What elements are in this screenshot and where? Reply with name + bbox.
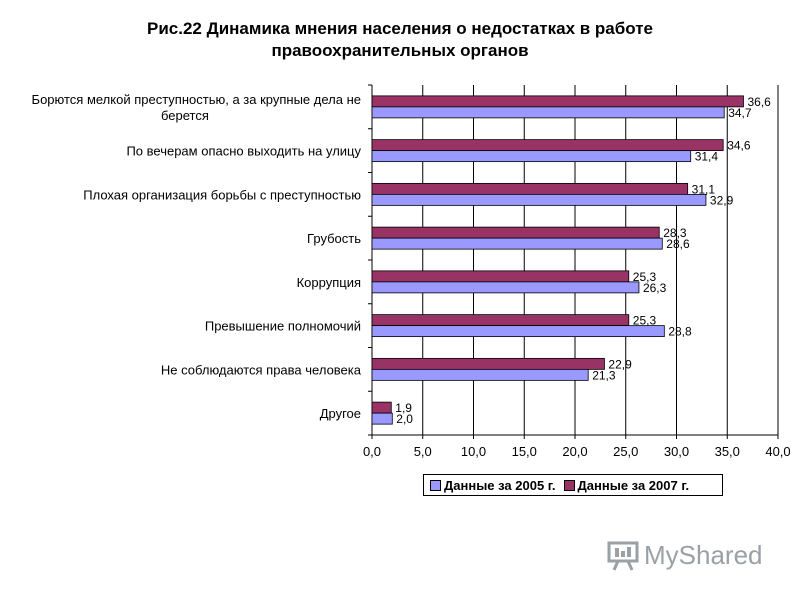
data-label: 31,4 <box>695 150 719 164</box>
category-label: Плохая организация борьбы с преступность… <box>83 187 361 202</box>
data-label: 34,6 <box>727 139 751 153</box>
x-tick-label: 30,0 <box>664 444 689 459</box>
bar <box>371 314 630 327</box>
chart-title: Рис.22 Динамика мнения населения о недос… <box>0 18 800 62</box>
presentation-board-icon <box>607 541 639 571</box>
category-label: Другое <box>320 406 361 421</box>
x-tick-label: 10,0 <box>461 444 486 459</box>
x-tick-label: 35,0 <box>715 444 740 459</box>
bar <box>371 281 640 294</box>
category-label: берется <box>161 108 209 123</box>
legend-label-2007: Данные за 2007 г. <box>577 477 690 493</box>
bar <box>371 193 707 206</box>
bar <box>371 357 605 370</box>
bar <box>371 95 744 108</box>
bar <box>371 106 725 119</box>
bar <box>371 368 589 381</box>
data-label: 25,3 <box>633 270 657 284</box>
data-label: 36,6 <box>747 95 771 109</box>
bar <box>371 401 392 414</box>
category-label: Борются мелкой преступностью, а за крупн… <box>32 92 361 107</box>
bar <box>371 139 724 152</box>
data-label: 28,6 <box>666 237 690 251</box>
x-tick-label: 40,0 <box>765 444 790 459</box>
x-tick-label: 5,0 <box>414 444 432 459</box>
x-tick-label: 25,0 <box>613 444 638 459</box>
legend-swatch-2005 <box>430 479 441 491</box>
legend-item-2005: Данные за 2005 г. <box>430 478 556 493</box>
bar <box>371 182 689 195</box>
data-label: 34,7 <box>728 106 752 120</box>
legend-swatch-2007 <box>563 479 575 491</box>
data-label: 1,9 <box>395 401 412 415</box>
data-label: 2,0 <box>396 412 413 426</box>
x-tick-label: 0,0 <box>363 444 381 459</box>
chart-title-line-1: Рис.22 Динамика мнения населения о недос… <box>146 19 653 38</box>
data-label: 22,9 <box>608 357 632 371</box>
bar <box>371 270 630 283</box>
x-tick-label: 15,0 <box>512 444 537 459</box>
data-label: 32,9 <box>710 193 734 207</box>
category-label: По вечерам опасно выходить на улицу <box>126 144 361 159</box>
chart-title-line-2: правоохранительных органов <box>271 41 529 60</box>
category-label: Коррупция <box>297 275 361 290</box>
bar <box>371 226 660 239</box>
data-label: 28,8 <box>668 325 692 339</box>
bar <box>371 150 692 163</box>
data-label: 26,3 <box>643 281 667 295</box>
bar <box>371 325 665 338</box>
x-tick-label: 20,0 <box>562 444 587 459</box>
bar <box>371 237 663 250</box>
category-label: Превышение полномочий <box>205 319 361 334</box>
category-label: Не соблюдаются права человека <box>161 362 362 377</box>
chart-legend: Данные за 2005 г. Данные за 2007 г. <box>423 474 723 496</box>
data-label: 25,3 <box>633 314 657 328</box>
category-label: Грубость <box>307 231 361 246</box>
legend-item-2007: Данные за 2007 г. <box>563 477 690 493</box>
legend-label-2005: Данные за 2005 г. <box>444 477 556 493</box>
watermark-text: MyShared <box>644 539 763 570</box>
data-label: 31,1 <box>692 182 716 196</box>
data-label: 21,3 <box>592 368 616 382</box>
data-label: 28,3 <box>663 226 687 240</box>
watermark: MyShared <box>606 538 763 572</box>
bar <box>371 412 393 425</box>
